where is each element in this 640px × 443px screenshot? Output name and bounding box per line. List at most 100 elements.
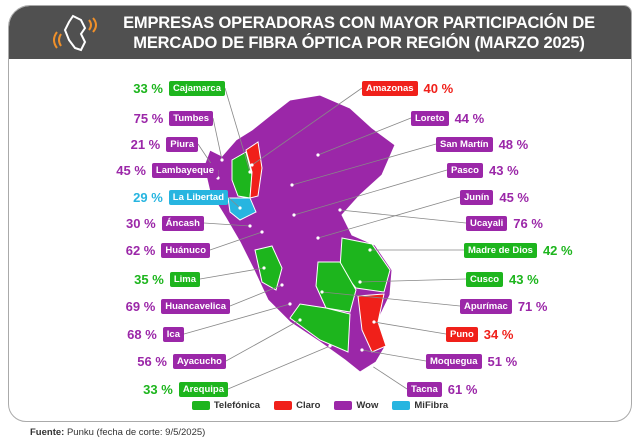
- region-tag: San Martín: [436, 136, 493, 152]
- label-huánuco: 62 % Huánuco: [126, 242, 210, 258]
- percent-value: 71 %: [517, 298, 548, 314]
- legend-item: Wow: [334, 400, 378, 411]
- label-madre-de-dios: Madre de Dios 42 %: [464, 242, 573, 258]
- label-lambayeque: 45 % Lambayeque: [116, 162, 218, 178]
- percent-value: 40 %: [423, 80, 454, 96]
- title-line-2: MERCADO DE FIBRA ÓPTICA POR REGIÓN (MARZ…: [133, 34, 585, 52]
- percent-value: 68 %: [127, 326, 157, 342]
- region-point: [360, 348, 364, 352]
- region-lima: [254, 245, 283, 291]
- region-arequipa: [289, 303, 351, 353]
- region-tag: Cajamarca: [168, 80, 225, 96]
- leader-line: [229, 284, 283, 307]
- region-tag: Apurímac: [460, 298, 512, 314]
- leader-line: [227, 196, 241, 209]
- label-piura: 21 % Piura: [131, 136, 198, 152]
- page-title: EMPRESAS OPERADORAS CON MAYOR PARTICIPAC…: [109, 13, 609, 53]
- region-point: [368, 248, 372, 252]
- label-ayacucho: 56 % Ayacucho: [137, 353, 226, 369]
- region-tag: Lambayeque: [151, 162, 218, 178]
- source-label: Fuente:: [30, 427, 65, 438]
- region-tag: Tumbes: [169, 110, 213, 126]
- legend: Telefónica Claro Wow MiFibra: [0, 400, 640, 411]
- region-puno: [357, 293, 387, 353]
- leader-line: [293, 169, 448, 216]
- region-point: [288, 302, 292, 306]
- region-tag: Piura: [166, 136, 198, 152]
- source-text: Punku (fecha de corte: 9/5/2025): [66, 427, 206, 438]
- region-tag: Lima: [169, 271, 200, 287]
- leader-line: [359, 278, 467, 283]
- region-point: [220, 158, 224, 162]
- leader-line: [224, 87, 251, 173]
- percent-value: 45 %: [499, 189, 529, 205]
- region-point: [248, 170, 252, 174]
- percent-value: 45 %: [116, 162, 146, 178]
- percent-value: 69 %: [125, 298, 156, 314]
- region-point: [280, 283, 284, 287]
- legend-label: Wow: [356, 400, 379, 411]
- legend-label: MiFibra: [414, 400, 449, 411]
- leader-line: [183, 303, 291, 335]
- percent-value: 29 %: [133, 189, 163, 205]
- leader-line: [361, 349, 427, 362]
- leader-line: [199, 267, 265, 280]
- region-tag: Ica: [162, 326, 184, 342]
- region-point: [320, 290, 324, 294]
- legend-item: Telefónica: [191, 400, 260, 411]
- legend-swatch: [334, 401, 353, 410]
- region-point: [358, 280, 362, 284]
- region-tag: Áncash: [161, 215, 204, 231]
- region-point: [292, 213, 296, 217]
- region-tag: Puno: [446, 326, 478, 342]
- label-apurímac: Apurímac 71 %: [460, 298, 547, 314]
- leader-line: [321, 291, 461, 307]
- region-amazonas: [245, 141, 263, 199]
- label-huancavelica: 69 % Huancavelica: [126, 298, 230, 314]
- label-arequipa: 33 % Arequipa: [143, 381, 228, 397]
- region-point: [316, 153, 320, 157]
- peru-signal-icon: [53, 14, 97, 52]
- legend-label: Claro: [296, 400, 321, 411]
- percent-value: 51 %: [487, 353, 518, 369]
- region-tag: Ucayali: [466, 215, 508, 231]
- region-tag: Huancavelica: [161, 298, 230, 314]
- label-tumbes: 75 % Tumbes: [134, 110, 213, 126]
- label-ica: 68 % Ica: [127, 326, 184, 342]
- leader-line: [317, 196, 461, 239]
- region-tag: Ayacucho: [172, 353, 226, 369]
- region-point: [250, 163, 254, 167]
- leader-line: [251, 87, 363, 166]
- legend-item: Claro: [274, 400, 320, 411]
- leader-line: [227, 345, 331, 390]
- region-tag: Cusco: [466, 271, 504, 287]
- label-san-martín: San Martín 48 %: [436, 136, 528, 152]
- region-tag: La Libertad: [168, 189, 228, 205]
- label-puno: Puno 34 %: [446, 326, 513, 342]
- leader-line: [203, 222, 251, 227]
- region-tag: Arequipa: [178, 381, 228, 397]
- legend-swatch: [274, 401, 293, 410]
- label-cajamarca: 33 % Cajamarca: [133, 80, 225, 96]
- region-tag: Madre de Dios: [464, 242, 537, 258]
- region-tag: Junín: [460, 189, 494, 205]
- label-áncash: 30 % Áncash: [126, 215, 204, 231]
- legend-item: MiFibra: [392, 400, 448, 411]
- label-loreto: Loreto 44 %: [411, 110, 484, 126]
- percent-value: 35 %: [134, 271, 164, 287]
- region-point: [298, 318, 302, 322]
- percent-value: 42 %: [542, 242, 573, 258]
- leader-line: [212, 117, 223, 161]
- percent-value: 34 %: [483, 326, 514, 342]
- percent-value: 61 %: [447, 381, 478, 397]
- region-tag: Tacna: [407, 381, 442, 397]
- title-line-1: EMPRESAS OPERADORAS CON MAYOR PARTICIPAC…: [123, 14, 595, 32]
- region-tag: Loreto: [411, 110, 449, 126]
- region-point: [372, 320, 376, 324]
- region-point: [338, 208, 342, 212]
- leader-line: [371, 365, 408, 390]
- label-ucayali: Ucayali 76 %: [466, 215, 543, 231]
- region-point: [262, 266, 266, 270]
- leader-line: [209, 231, 263, 251]
- leader-line: [317, 117, 412, 156]
